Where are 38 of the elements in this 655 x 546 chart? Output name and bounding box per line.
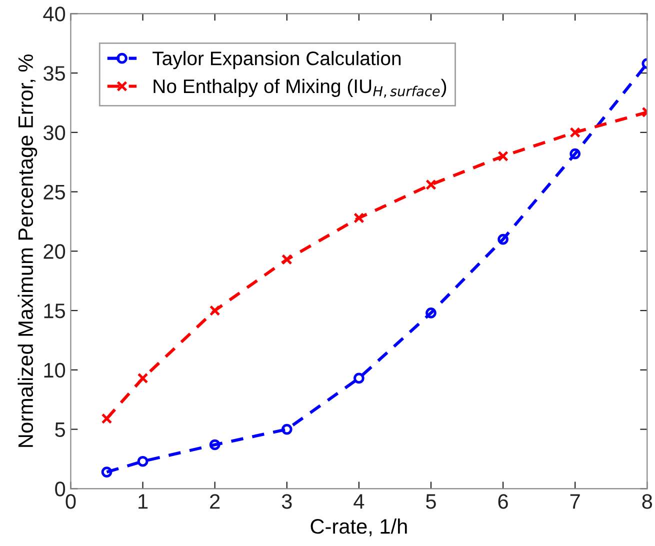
x-tick-label: 1 [138,494,148,509]
point [209,439,220,450]
y-tick-label: 25 [44,184,66,200]
x-tick-label: 5 [426,494,436,509]
x-tick-label: 3 [282,494,292,509]
y-tick-label: 40 [43,6,66,22]
point [426,179,436,190]
point [498,234,508,245]
x-tick-label: 2 [210,494,220,509]
point [570,148,581,160]
point [281,254,292,265]
point [101,466,112,478]
y-tick-label: 20 [44,244,66,259]
legend-label: Taylor Expansion Calculation [152,51,401,70]
point [281,424,292,435]
point [101,413,112,424]
point [137,456,148,467]
point [354,212,364,224]
point [426,307,436,318]
y-tick-label: 15 [44,304,66,318]
y-tick-label: 30 [44,125,66,140]
legend-label: No Enthalpy of Mixing (IU$_{H,surface}$) [154,78,446,98]
x-axis-title: C-rate, 1/h [310,518,407,536]
x-tick-label: 7 [570,494,580,509]
y-tick-label: 5 [55,422,66,438]
y-tick-label: 35 [44,66,66,81]
x-tick-label: 4 [354,494,364,509]
x-tick-label: 0 [66,494,76,509]
point [570,126,581,138]
x-tick-label: 8 [642,494,652,509]
point [137,372,148,384]
point [498,150,508,162]
point [209,305,220,316]
y-axis-title: Normalized Maximum Percentage Error, % [18,54,38,447]
y-tick-label: 10 [44,362,66,378]
y-tick-label: 0 [55,482,66,496]
x-tick-label: 6 [498,494,508,509]
point [354,372,364,384]
